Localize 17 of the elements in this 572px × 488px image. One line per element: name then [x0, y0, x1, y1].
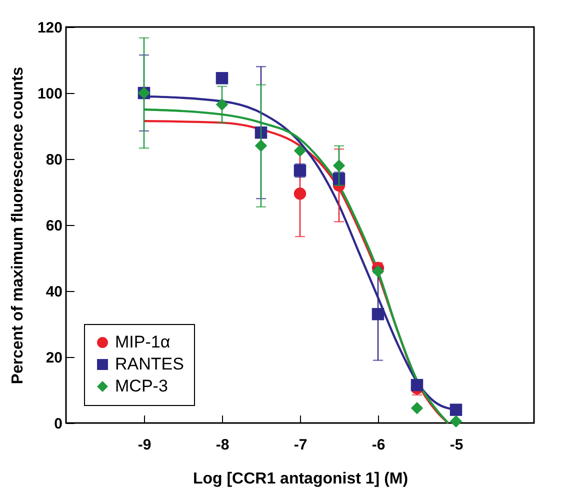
legend-label: MCP-3 [115, 376, 168, 396]
y-tick-label: 0 [54, 416, 62, 432]
y-tick-label: 20 [46, 350, 62, 366]
y-tick-label: 120 [37, 20, 62, 36]
y-tick-label: 80 [46, 152, 62, 168]
y-tick-label: 40 [46, 284, 62, 300]
y-axis-title: Percent of maximum fluorescence counts [9, 66, 26, 384]
x-axis-title: Log [CCR1 antagonist 1] (M) [192, 470, 408, 488]
y-tick-label: 60 [46, 218, 62, 234]
legend-label: RANTES [115, 354, 184, 374]
x-tick-label: -5 [450, 436, 464, 454]
x-tick-label: -7 [294, 436, 308, 454]
y-tick-label: 100 [37, 86, 62, 102]
x-tick-label: -9 [138, 436, 152, 454]
legend-label: MIP-1α [115, 332, 170, 352]
x-tick-label: -6 [372, 436, 386, 454]
x-tick-label: -8 [216, 436, 230, 454]
